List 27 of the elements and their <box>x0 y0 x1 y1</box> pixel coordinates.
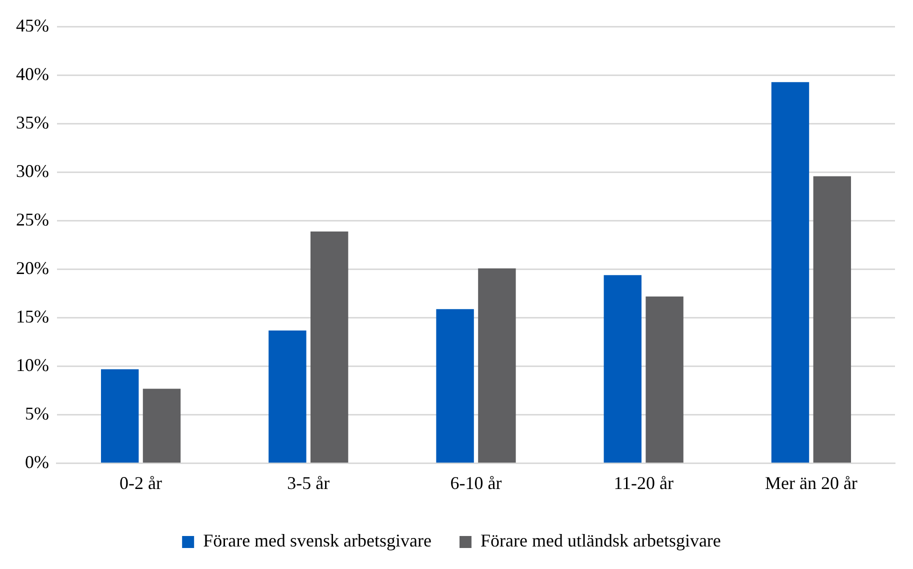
legend-label: Förare med svensk arbetsgivare <box>203 530 432 551</box>
bar <box>100 369 139 463</box>
bar <box>310 232 348 463</box>
bar <box>142 388 181 463</box>
bar <box>604 275 642 463</box>
x-tick-label: 6-10 år <box>450 472 502 493</box>
x-tick-label: 0-2 år <box>120 472 162 493</box>
y-tick-label: 40% <box>16 64 49 84</box>
bar <box>771 82 810 463</box>
y-tick-label: 0% <box>24 452 49 472</box>
bar <box>478 268 516 463</box>
x-tick-label: 3-5 år <box>287 472 330 493</box>
legend-label: Förare med utländsk arbetsgivare <box>480 530 721 551</box>
bar <box>813 176 852 463</box>
y-tick-label: 30% <box>16 161 49 182</box>
x-tick-label: Mer än 20 år <box>764 472 858 493</box>
y-tick-label: 20% <box>16 258 49 278</box>
bar <box>646 296 684 463</box>
y-tick-label: 35% <box>16 112 49 133</box>
y-tick-label: 15% <box>16 306 49 327</box>
y-tick-label: 10% <box>16 355 49 376</box>
bar <box>268 330 306 463</box>
x-tick-label: 11-20 år <box>614 472 674 493</box>
y-tick-label: 45% <box>16 16 49 36</box>
y-tick-label: 5% <box>24 404 49 424</box>
y-tick-label: 25% <box>16 210 49 230</box>
bar <box>436 309 474 463</box>
